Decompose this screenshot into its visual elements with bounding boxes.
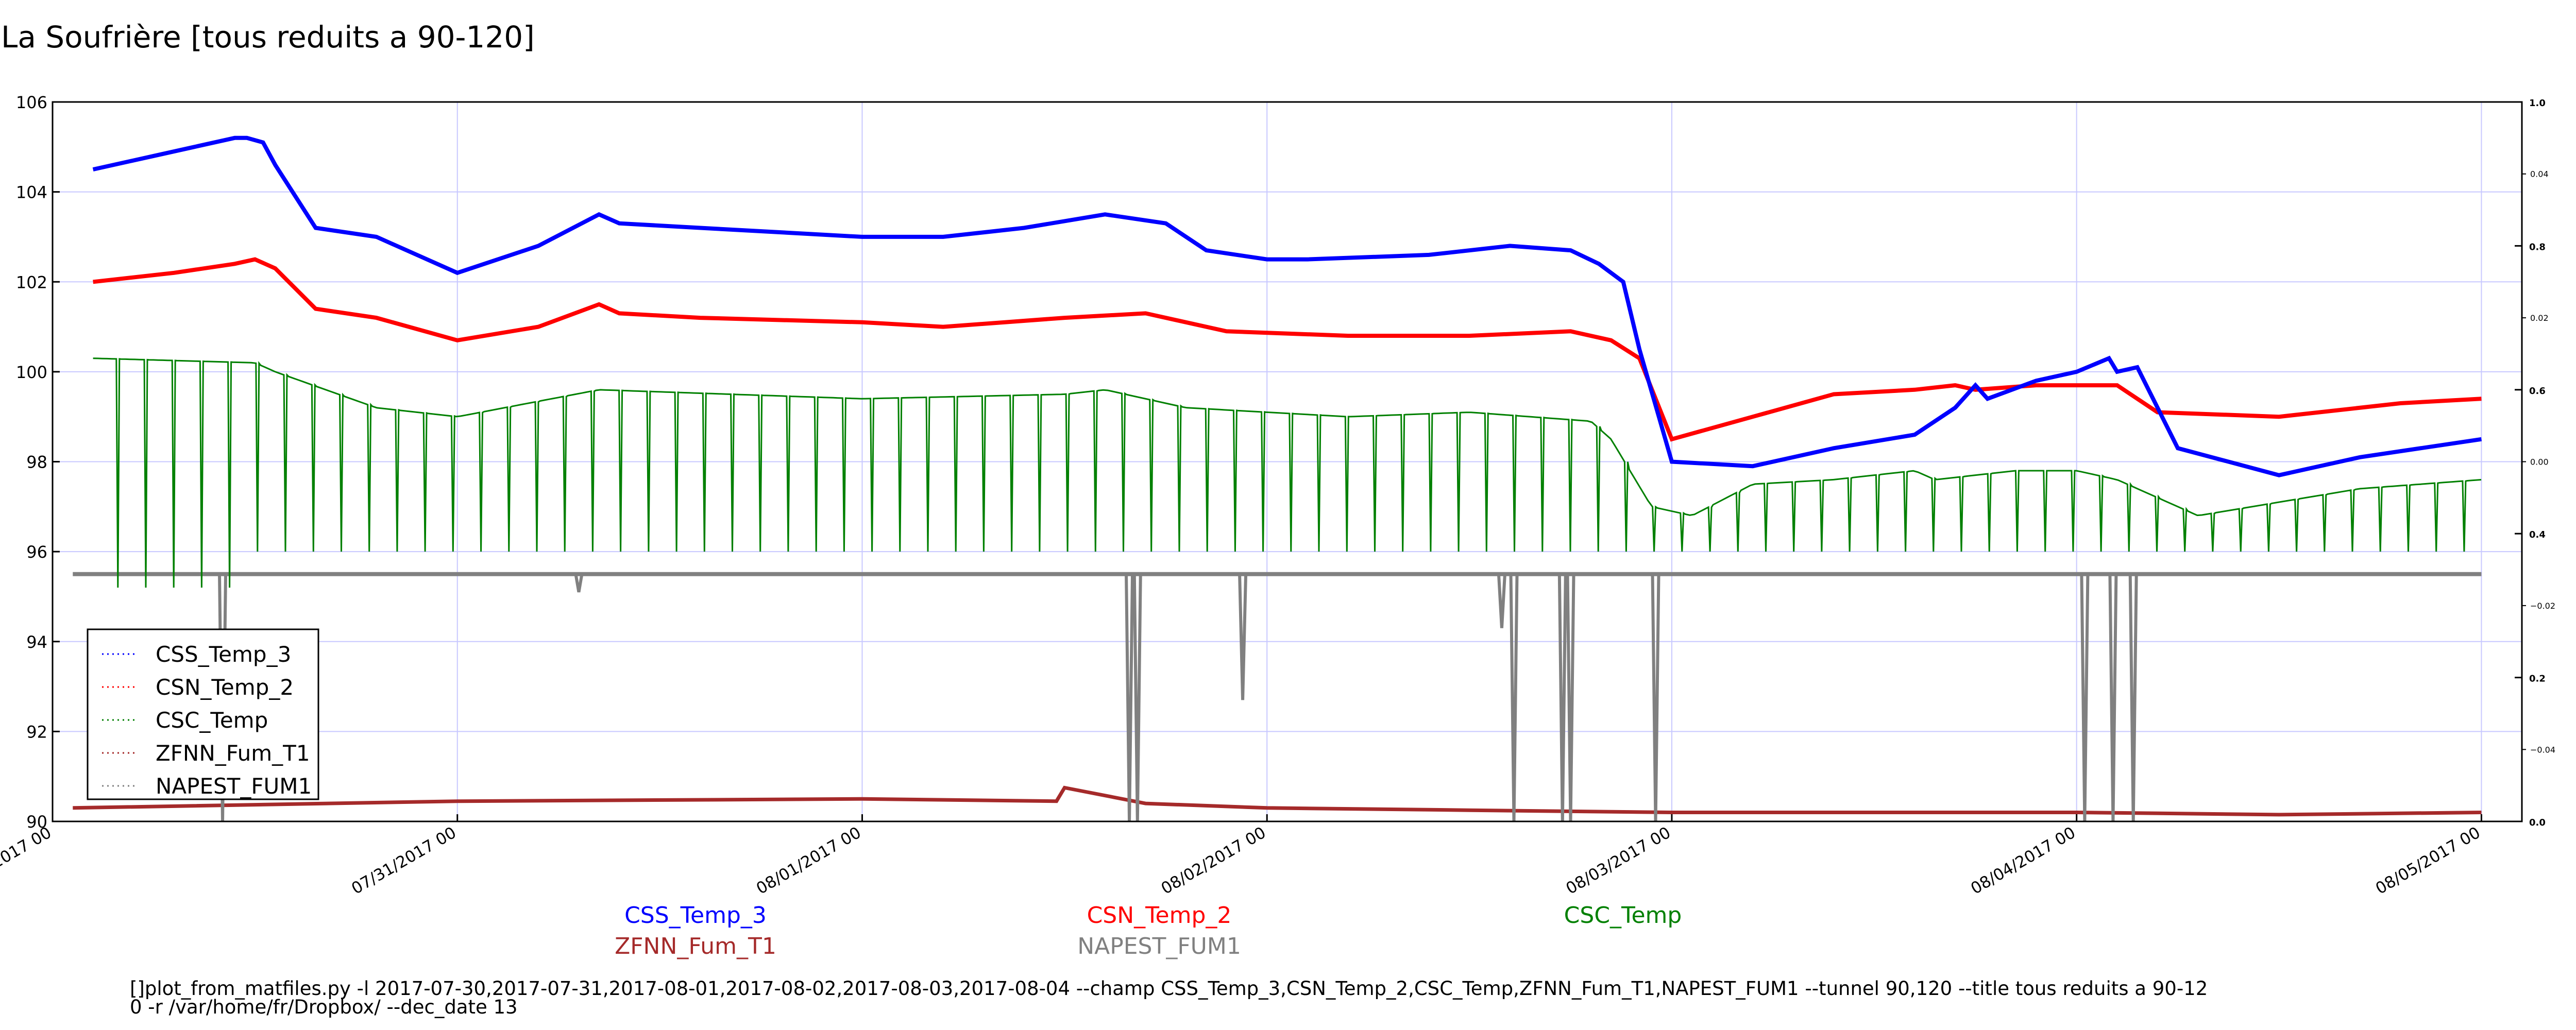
right-minor-tick-label: −0.04 bbox=[2530, 745, 2555, 754]
y-tick-label: 94 bbox=[26, 632, 47, 652]
y-tick-label: 98 bbox=[26, 453, 47, 472]
series-dip bbox=[1125, 574, 1134, 821]
x-tick-label: 07/30/2017 00 bbox=[0, 823, 55, 898]
series-dip bbox=[2108, 574, 2118, 821]
right-major-tick-label: 1.0 bbox=[2529, 98, 2546, 109]
series-dip bbox=[1497, 574, 1506, 628]
right-major-tick-label: 0.4 bbox=[2529, 529, 2546, 540]
y-tick-label: 96 bbox=[26, 542, 47, 562]
x-tick-label: 07/31/2017 00 bbox=[348, 823, 459, 898]
legend-label: CSC_Temp bbox=[156, 708, 268, 733]
legend-label: CSN_Temp_2 bbox=[156, 675, 294, 700]
napest-dips bbox=[218, 574, 2138, 821]
series-layer bbox=[73, 135, 2482, 821]
command-line-2: 0 -r /var/home/fr/Dropbox/ --dec_date 13 bbox=[130, 996, 518, 1018]
right-minor-tick-label: 0.00 bbox=[2530, 457, 2549, 467]
legend-box bbox=[87, 628, 319, 800]
y-tick-label: 90 bbox=[26, 812, 47, 832]
right-minor-tick-label: 0.04 bbox=[2530, 169, 2549, 179]
series-dip bbox=[574, 574, 584, 593]
series-dip bbox=[1132, 574, 1142, 821]
series-line-CSN_Temp_2 bbox=[93, 257, 2482, 442]
y-axis-left: 90 92 94 96 98 100 102 104 106 bbox=[16, 93, 60, 832]
y-tick-label: 104 bbox=[16, 183, 47, 202]
x-tick-label: 08/03/2017 00 bbox=[1563, 823, 1674, 898]
legend-label: CSS_Temp_3 bbox=[156, 642, 291, 667]
series-color-label: NAPEST_FUM1 bbox=[1077, 933, 1241, 959]
series-ZFNN_Fum_T1 bbox=[73, 785, 2482, 817]
y-tick-label: 102 bbox=[16, 272, 47, 292]
series-color-label: CSS_Temp_3 bbox=[624, 902, 767, 929]
right-minor-tick-label: −0.02 bbox=[2530, 601, 2555, 611]
y-tick-label: 106 bbox=[16, 93, 47, 112]
series-dip bbox=[1509, 574, 1519, 821]
right-minor-tick-label: 0.02 bbox=[2530, 313, 2549, 323]
right-major-tick-label: 0.6 bbox=[2529, 386, 2546, 397]
series-dip bbox=[1566, 574, 1575, 821]
right-major-tick-label: 0.0 bbox=[2529, 817, 2546, 828]
series-line-CSS_Temp_3 bbox=[92, 135, 2482, 477]
legend-label: ZFNN_Fum_T1 bbox=[156, 741, 310, 766]
right-major-tick-label: 0.2 bbox=[2529, 674, 2546, 684]
series-dip bbox=[2080, 574, 2090, 821]
series-CSN_Temp_2 bbox=[93, 257, 2482, 442]
series-dip bbox=[1238, 574, 1248, 700]
series-dip bbox=[1557, 574, 1567, 821]
x-tick-label: 08/01/2017 00 bbox=[753, 823, 864, 898]
x-tick-label: 08/02/2017 00 bbox=[1158, 823, 1269, 898]
right-major-tick-label: 0.8 bbox=[2529, 242, 2546, 252]
series-color-label: CSN_Temp_2 bbox=[1087, 902, 1232, 929]
series-color-label: ZFNN_Fum_T1 bbox=[615, 933, 776, 959]
y-axis-right: 0.0 0.2 0.4 0.6 0.8 1.0 −0.04 −0.02 0.00 0.02 0.04 bbox=[2515, 98, 2555, 828]
series-color-label: CSC_Temp bbox=[1564, 902, 1682, 929]
series-dip bbox=[1651, 574, 1660, 821]
command-line-1: []plot_from_matfiles.py -l 2017-07-30,20… bbox=[130, 977, 2208, 1000]
y-tick-label: 100 bbox=[16, 363, 47, 382]
series-CSS_Temp_3 bbox=[92, 135, 2482, 477]
chart-title: La Soufrière [tous reduits a 90-120] bbox=[1, 20, 535, 55]
y-tick-label: 92 bbox=[26, 722, 47, 742]
legend-label: NAPEST_FUM1 bbox=[156, 774, 312, 799]
series-CSC_Temp bbox=[93, 357, 2482, 588]
x-axis: 07/30/2017 00 07/31/2017 00 08/01/2017 00 0… bbox=[0, 814, 2483, 898]
legend: CSS_Temp_3 CSN_Temp_2 CSC_Temp ZFNN_Fum_T1 N… bbox=[87, 628, 319, 800]
x-tick-label: 08/04/2017 00 bbox=[1968, 823, 2078, 898]
series-line-ZFNN_Fum_T1 bbox=[73, 785, 2482, 817]
series-dip bbox=[2128, 574, 2138, 821]
grid-lines bbox=[52, 101, 2522, 822]
series-line-CSC_Temp bbox=[93, 357, 2482, 588]
x-tick-label: 08/05/2017 00 bbox=[2372, 823, 2483, 898]
